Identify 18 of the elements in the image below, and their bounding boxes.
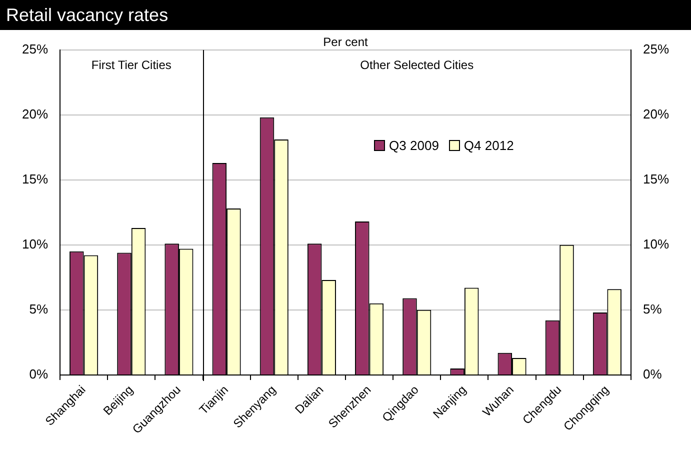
y2-tick-label: 25% (642, 41, 670, 56)
legend-label: Q4 2012 (464, 138, 514, 153)
y-tick-label: 25% (22, 41, 48, 56)
y2-tick-label: 20% (642, 106, 670, 122)
y-tick-label: 15% (22, 171, 48, 186)
y-tick-label: 20% (22, 106, 48, 122)
chart-subtitle: Per cent (323, 35, 369, 50)
annotation: Other Selected Cities (360, 58, 474, 72)
y-tick-label: 0% (29, 366, 48, 382)
annotation: First Tier Cities (91, 58, 172, 72)
y2-tick-label: 0% (642, 366, 662, 382)
y2-tick-label: 10% (642, 236, 670, 252)
y2-tick-label: 15% (642, 171, 670, 186)
y2-tick-label: 5% (642, 301, 662, 316)
legend-label: Q3 2009 (389, 138, 439, 153)
chart-title: Retail vacancy rates (0, 0, 691, 30)
y-tick-label: 5% (29, 301, 48, 316)
y-tick-label: 10% (22, 236, 48, 252)
